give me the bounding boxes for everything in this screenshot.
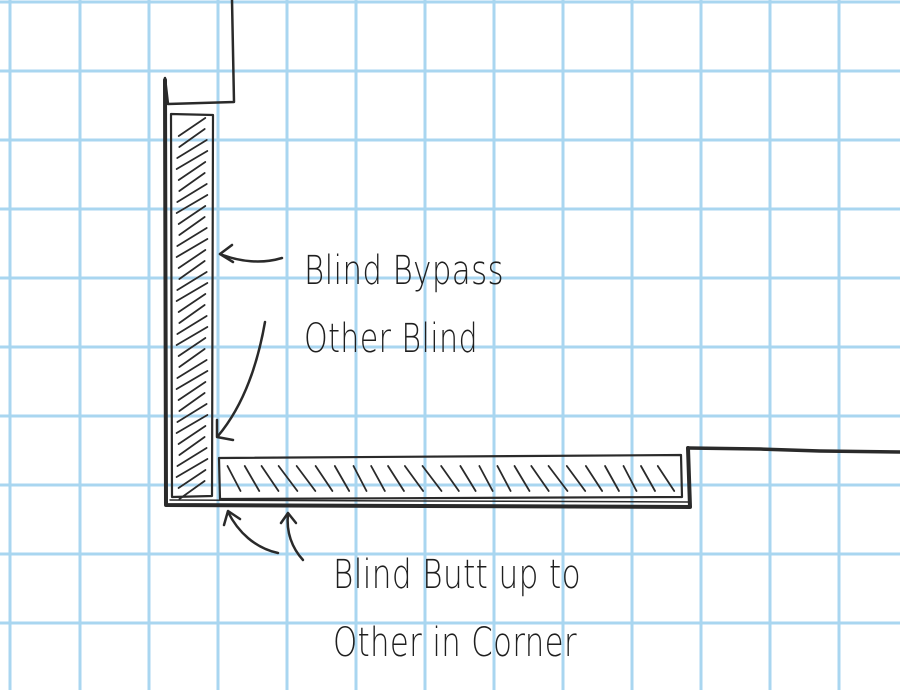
hatch-stroke xyxy=(178,304,206,324)
hatch-stroke xyxy=(175,282,209,302)
hatch-stroke xyxy=(547,465,569,492)
hatch-stroke xyxy=(584,465,604,492)
hatch-stroke xyxy=(370,465,386,492)
hatch-stroke xyxy=(530,465,550,492)
hatch-stroke xyxy=(478,465,494,492)
hatch-stroke xyxy=(176,359,208,379)
hatch-stroke xyxy=(403,465,425,492)
wall-outline xyxy=(163,0,900,509)
hatch-stroke xyxy=(175,150,209,170)
hatch-stroke xyxy=(440,465,460,492)
horizontal-blind-hatching xyxy=(226,465,676,492)
hatch-stroke xyxy=(178,172,206,192)
hatch-stroke xyxy=(176,139,208,159)
hatch-stroke xyxy=(176,271,208,291)
hatch-stroke xyxy=(496,465,512,492)
hatch-stroke xyxy=(176,183,208,203)
butt-label-line1: Blind Butt up to xyxy=(333,552,581,598)
hatch-stroke xyxy=(352,465,368,492)
hatch-stroke xyxy=(513,465,531,492)
hatch-stroke xyxy=(459,465,477,492)
hatch-stroke xyxy=(175,238,209,258)
horizontal-blind xyxy=(217,453,684,501)
hatch-stroke xyxy=(622,465,638,492)
butt-label-line2: Other in Corner xyxy=(333,620,577,666)
hatch-stroke xyxy=(565,465,587,492)
hatch-stroke xyxy=(175,326,209,346)
hatch-stroke xyxy=(177,161,207,181)
bypass-label-line2: Other Blind xyxy=(304,316,478,362)
hatch-stroke xyxy=(640,465,656,492)
hatch-stroke xyxy=(176,403,208,423)
hatch-stroke xyxy=(178,480,206,500)
hatch-stroke xyxy=(177,205,207,225)
hatch-stroke xyxy=(177,249,207,269)
hatch-stroke xyxy=(295,465,317,492)
hatch-stroke xyxy=(277,465,299,492)
hatch-stroke xyxy=(178,260,206,280)
hatch-stroke xyxy=(176,227,208,247)
bypass-arrow-lower xyxy=(215,320,267,442)
hatch-stroke xyxy=(387,465,405,492)
hatch-stroke xyxy=(421,465,443,492)
hatch-stroke xyxy=(656,465,676,492)
hatch-stroke xyxy=(176,315,208,335)
hatch-stroke xyxy=(333,465,351,492)
bypass-label-line1: Blind Bypass xyxy=(304,248,504,294)
hatch-stroke xyxy=(178,436,206,456)
hatch-stroke xyxy=(604,465,620,492)
butt-arrow-left xyxy=(222,509,280,555)
hatch-stroke xyxy=(178,348,206,368)
butt-arrow-right xyxy=(279,511,305,562)
hatch-stroke xyxy=(177,469,207,489)
hatch-stroke xyxy=(176,447,208,467)
bypass-arrow-upper xyxy=(218,243,284,264)
hatch-stroke xyxy=(226,465,242,492)
hatch-stroke xyxy=(178,392,206,412)
hatch-stroke xyxy=(175,370,209,390)
hatch-stroke xyxy=(178,216,206,236)
hatch-stroke xyxy=(175,194,209,214)
hatch-stroke xyxy=(243,465,261,492)
hatch-stroke xyxy=(314,465,334,492)
hatch-stroke xyxy=(178,128,206,148)
hatch-stroke xyxy=(177,381,207,401)
hatch-stroke xyxy=(177,293,207,313)
hatch-stroke xyxy=(177,337,207,357)
hatch-stroke xyxy=(260,465,280,492)
vertical-blind-hatching xyxy=(175,117,209,500)
hatch-stroke xyxy=(177,425,207,445)
hatch-stroke xyxy=(175,414,209,434)
hatch-stroke xyxy=(177,117,207,137)
hatch-stroke xyxy=(175,458,209,478)
vertical-blind xyxy=(169,112,215,500)
